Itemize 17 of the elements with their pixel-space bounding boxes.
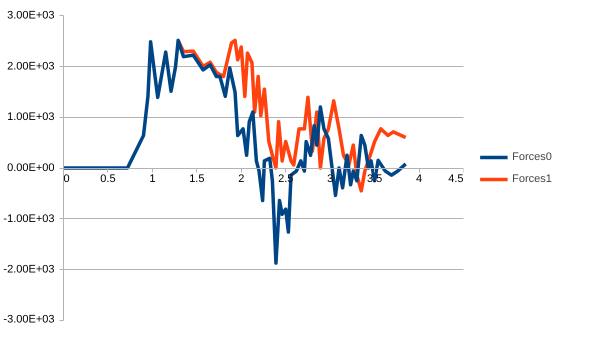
x-tick-label: 2 <box>238 173 244 185</box>
x-tick-label: 4 <box>416 173 422 185</box>
x-tick-label: 1.5 <box>189 173 204 185</box>
y-tick-label: 2.00E+03 <box>7 60 54 72</box>
y-tick-label: 1.00E+03 <box>7 111 54 124</box>
line-series <box>64 38 408 265</box>
x-tick-label: 0 <box>64 173 70 185</box>
y-tick-label: 3.00E+03 <box>7 10 54 22</box>
x-tick-label: 0.5 <box>100 173 116 185</box>
legend-label: Forces1 <box>512 172 552 184</box>
y-tick-label: -2.00E+03 <box>3 264 55 276</box>
legend-label: Forces0 <box>512 150 552 162</box>
y-tick-label: -3.00E+03 <box>3 314 55 326</box>
y-tick-label: -1.00E+03 <box>3 212 55 225</box>
x-tick-label: 1 <box>149 173 156 185</box>
x-tick-label: 4.5 <box>448 173 464 185</box>
y-tick-label: 0.00E+00 <box>7 162 54 174</box>
